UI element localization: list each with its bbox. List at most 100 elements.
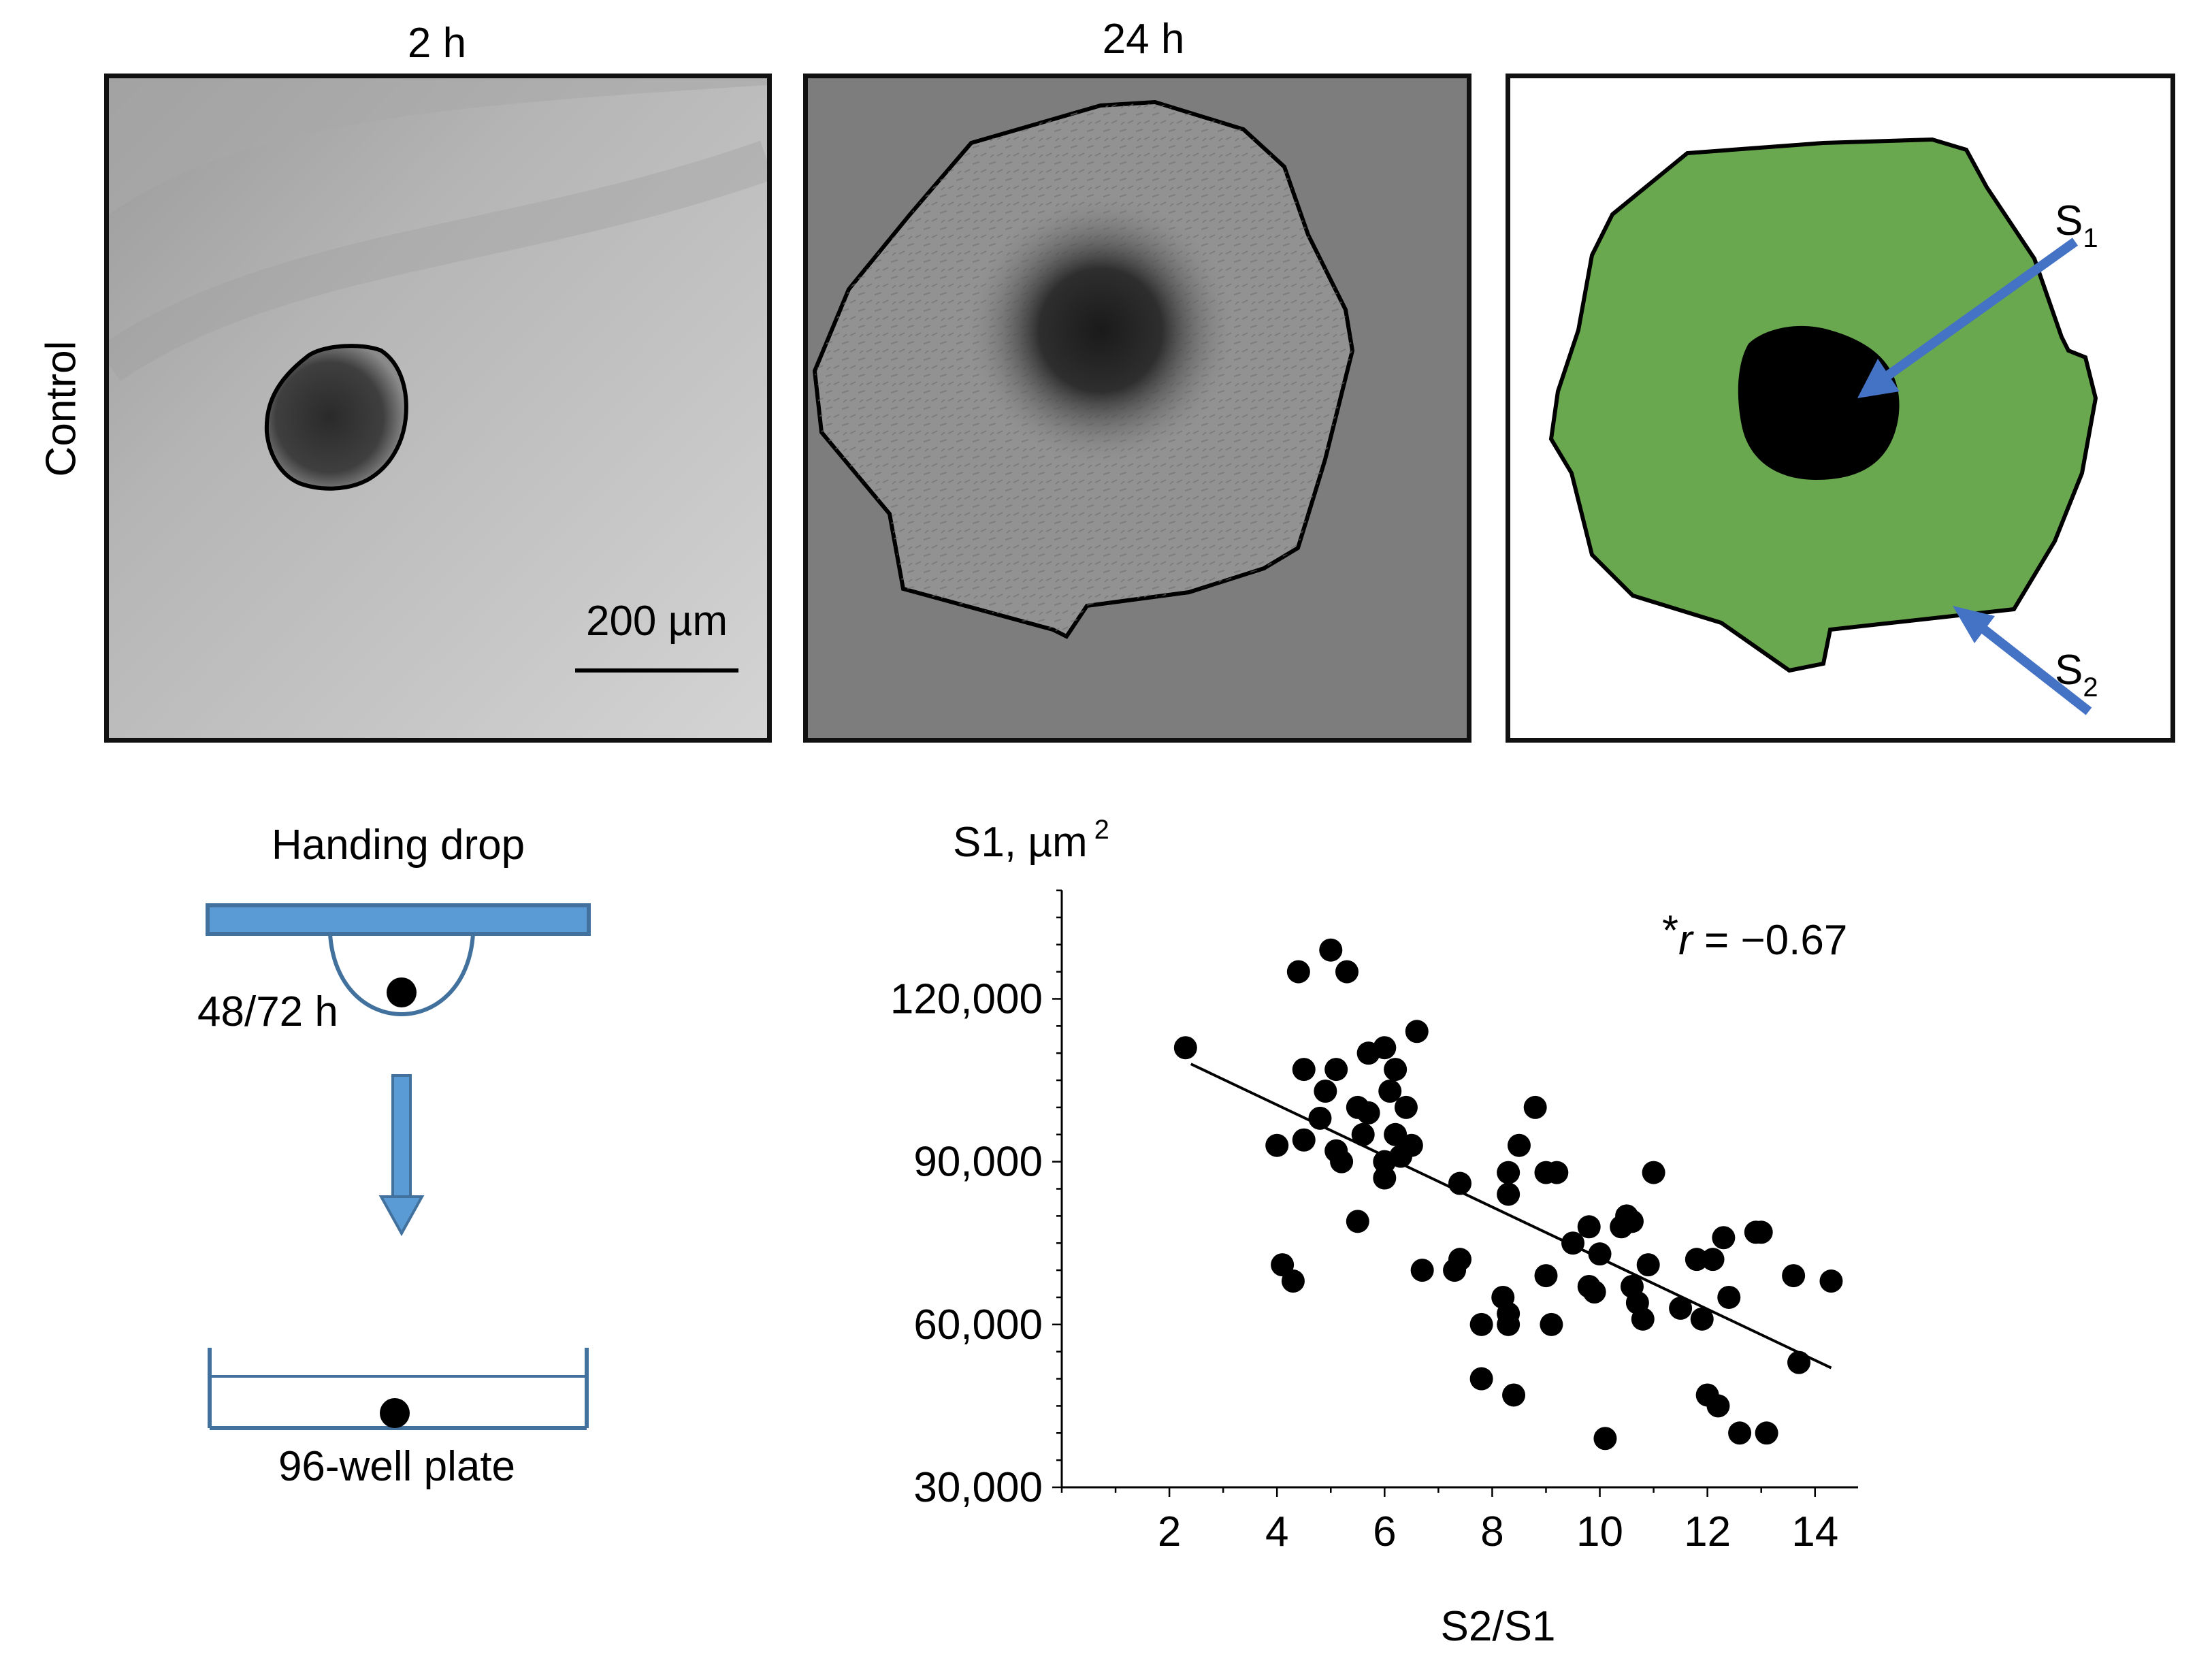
s1-arrow bbox=[1857, 238, 2079, 398]
data-point bbox=[1534, 1264, 1558, 1288]
data-point bbox=[1819, 1269, 1843, 1293]
y-tick-label: 120,000 bbox=[890, 975, 1043, 1022]
data-point bbox=[1712, 1226, 1736, 1250]
y-tick-label: 60,000 bbox=[913, 1301, 1043, 1348]
data-point bbox=[1782, 1264, 1806, 1288]
s1-label: S1 bbox=[2055, 197, 2098, 253]
x-tick-label: 6 bbox=[1373, 1508, 1396, 1555]
scatter-chart: S1, µm 2 S2/S1 *r = −0.67 30,000 60,000 90,… bbox=[890, 815, 1858, 1650]
y-tick-label: 90,000 bbox=[913, 1139, 1043, 1186]
spheroid-in-well bbox=[380, 1398, 410, 1428]
data-point bbox=[1728, 1421, 1752, 1445]
data-point bbox=[1271, 1253, 1295, 1277]
data-point bbox=[1669, 1296, 1693, 1320]
spheroid-core-24h bbox=[964, 194, 1237, 466]
data-point bbox=[1292, 1058, 1316, 1082]
time-label: 48/72 h bbox=[197, 988, 338, 1035]
data-point bbox=[1701, 1248, 1725, 1272]
data-point bbox=[1281, 1269, 1305, 1293]
data-points bbox=[1173, 938, 1843, 1451]
x-tick-label: 4 bbox=[1265, 1508, 1288, 1555]
data-point bbox=[1405, 1020, 1429, 1043]
data-point bbox=[1335, 960, 1359, 984]
hanging-drop bbox=[328, 933, 475, 1017]
data-point bbox=[1319, 938, 1343, 962]
data-point bbox=[1384, 1058, 1408, 1082]
spheroid-in-drop bbox=[387, 977, 417, 1007]
data-point bbox=[1469, 1312, 1493, 1336]
data-point bbox=[1308, 1106, 1332, 1130]
data-point bbox=[1717, 1285, 1741, 1309]
x-tick-label: 10 bbox=[1576, 1508, 1623, 1555]
scale-bar-label: 200 µm bbox=[586, 598, 728, 645]
data-point bbox=[1523, 1095, 1547, 1119]
x-tick-label: 14 bbox=[1791, 1508, 1838, 1555]
data-point bbox=[1265, 1133, 1289, 1157]
data-point bbox=[1448, 1171, 1471, 1195]
protocol-diagram: Handing drop 48/72 h 96-well plate bbox=[197, 822, 591, 1490]
data-point bbox=[1286, 960, 1310, 984]
data-point bbox=[1346, 1210, 1369, 1233]
trendline-group bbox=[1190, 1063, 1832, 1370]
data-point bbox=[1324, 1058, 1348, 1082]
panel-title-24h: 24 h bbox=[1102, 16, 1185, 63]
data-point bbox=[1593, 1427, 1617, 1451]
s2-arrow bbox=[1953, 606, 2092, 715]
data-point bbox=[1394, 1095, 1418, 1119]
micrograph-24h bbox=[803, 74, 1471, 743]
y-axis-label: S1, µm 2 bbox=[953, 815, 1109, 866]
ticks: 30,000 60,000 90,000 120,000 2 4 6 8 10 12 14 bbox=[890, 889, 1838, 1555]
data-point bbox=[1378, 1079, 1402, 1103]
data-point bbox=[1502, 1383, 1526, 1407]
data-point bbox=[1497, 1182, 1520, 1206]
data-point bbox=[1399, 1133, 1423, 1157]
area-schematic: S1 S2 bbox=[1506, 74, 2175, 743]
data-point bbox=[1561, 1231, 1585, 1255]
well-plate bbox=[208, 1348, 589, 1430]
data-point bbox=[1292, 1128, 1316, 1152]
data-point bbox=[1749, 1220, 1773, 1244]
data-point bbox=[1330, 1150, 1354, 1174]
data-point bbox=[1314, 1079, 1337, 1103]
data-point bbox=[1173, 1036, 1197, 1060]
x-tick-label: 8 bbox=[1480, 1508, 1503, 1555]
data-point bbox=[1356, 1101, 1380, 1124]
data-point bbox=[1690, 1307, 1714, 1331]
trendline bbox=[1190, 1063, 1832, 1370]
data-point bbox=[1588, 1242, 1612, 1266]
data-point bbox=[1787, 1350, 1811, 1374]
core-area-s1 bbox=[1738, 325, 1900, 480]
micrograph-2h-image: 200 µm bbox=[109, 78, 767, 738]
y-tick-label: 30,000 bbox=[913, 1464, 1043, 1511]
s2-label: S2 bbox=[2055, 647, 2098, 702]
data-point bbox=[1706, 1394, 1730, 1418]
area-schematic-drawing: S1 S2 bbox=[1548, 137, 2098, 715]
row-label-control: Control bbox=[37, 340, 85, 477]
micrograph-24h-image bbox=[808, 78, 1467, 738]
data-point bbox=[1685, 1248, 1708, 1272]
data-point bbox=[1636, 1253, 1660, 1277]
x-tick-label: 2 bbox=[1158, 1508, 1181, 1555]
data-point bbox=[1497, 1312, 1520, 1336]
panel-title-2h: 2 h bbox=[407, 20, 467, 67]
data-point bbox=[1410, 1259, 1434, 1282]
spheroid-outline-2h bbox=[264, 344, 408, 491]
micrograph-2h: 200 µm bbox=[104, 74, 772, 743]
data-point bbox=[1642, 1161, 1665, 1184]
data-point bbox=[1351, 1122, 1375, 1146]
data-point bbox=[1631, 1307, 1655, 1331]
data-point bbox=[1540, 1312, 1563, 1336]
data-point bbox=[1448, 1248, 1471, 1272]
x-axis-label: S2/S1 bbox=[1441, 1603, 1556, 1650]
data-point bbox=[1497, 1161, 1520, 1184]
well-plate-label: 96-well plate bbox=[278, 1443, 515, 1490]
data-point bbox=[1755, 1421, 1778, 1445]
data-point bbox=[1373, 1036, 1397, 1060]
transfer-arrow bbox=[378, 1074, 425, 1237]
data-point bbox=[1577, 1215, 1601, 1239]
data-point bbox=[1620, 1210, 1644, 1233]
x-tick-label: 12 bbox=[1684, 1508, 1731, 1555]
data-point bbox=[1373, 1166, 1397, 1190]
data-point bbox=[1545, 1161, 1569, 1184]
correlation-annotation: *r = −0.67 bbox=[1662, 907, 1847, 964]
